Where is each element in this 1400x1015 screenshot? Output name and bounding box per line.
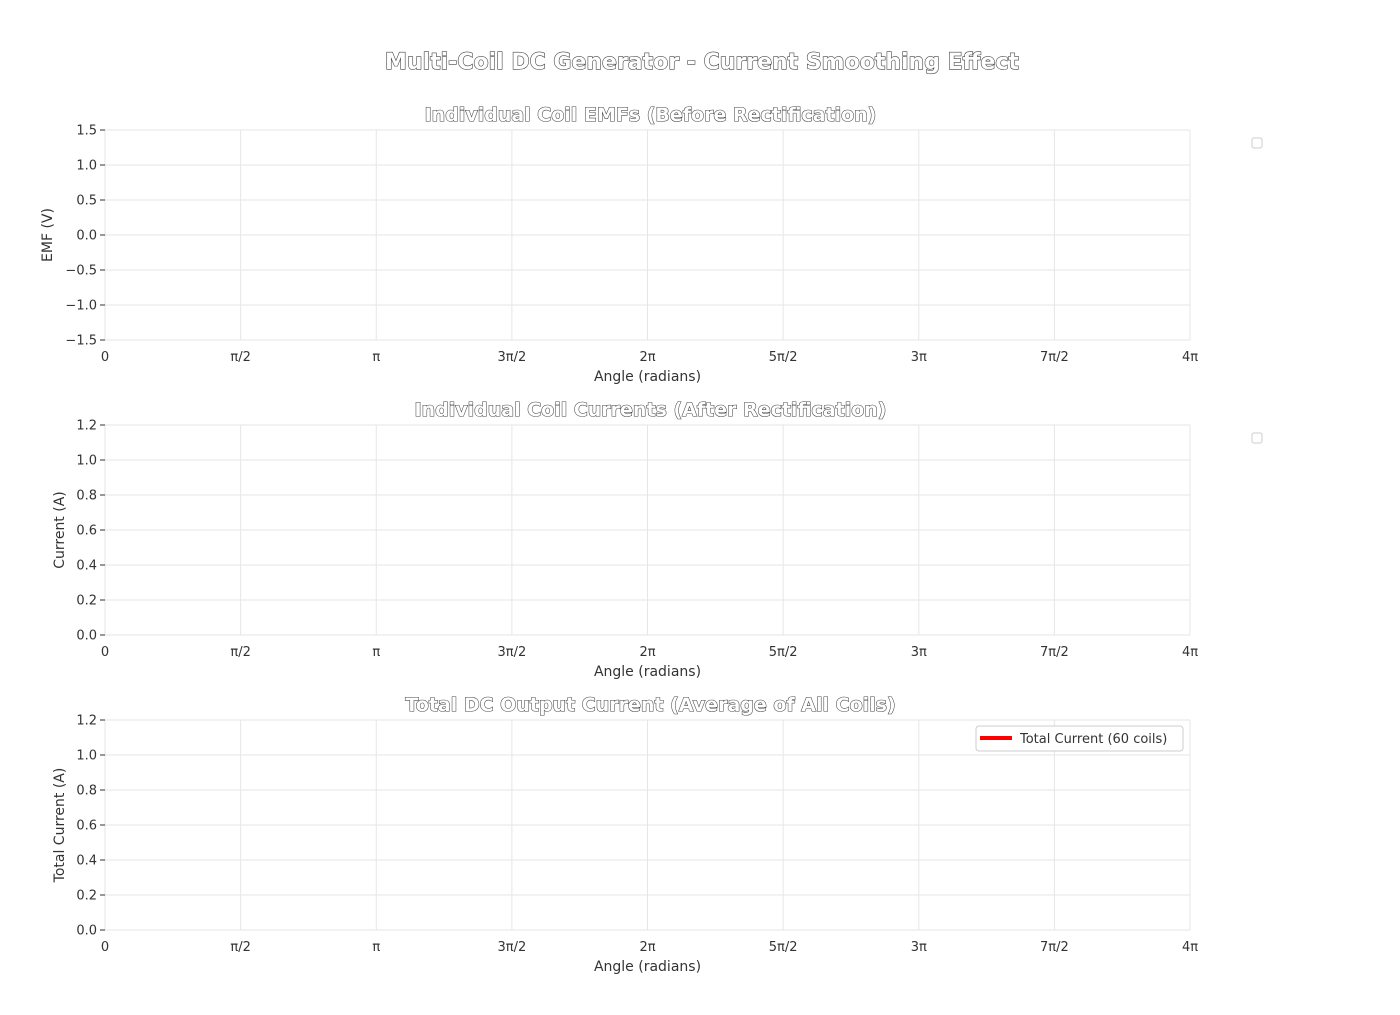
y-tick-label: 0.2 [76, 889, 97, 904]
x-tick-label: 2π [639, 645, 655, 660]
x-tick-label: π [372, 350, 380, 365]
panel-title: Individual Coil EMFs (Before Rectificati… [425, 104, 877, 126]
y-axis-label: Total Current (A) [52, 768, 68, 884]
y-tick-label: 0.4 [76, 559, 97, 574]
empty-legend-box [1251, 137, 1263, 149]
y-tick-label: 1.2 [76, 419, 97, 434]
x-tick-label: 0 [101, 645, 109, 660]
x-tick-label: 2π [639, 940, 655, 955]
y-axis-label: Current (A) [52, 491, 68, 569]
y-axis-label: EMF (V) [40, 208, 56, 262]
x-tick-label: π/2 [230, 645, 250, 660]
x-tick-label: 5π/2 [769, 350, 798, 365]
x-tick-label: 3π/2 [498, 350, 527, 365]
panel-title: Individual Coil Currents (After Rectific… [415, 399, 887, 421]
y-tick-label: 1.2 [76, 714, 97, 729]
y-tick-label: 0.6 [76, 819, 97, 834]
x-tick-label: π/2 [230, 940, 250, 955]
x-tick-label: 7π/2 [1040, 940, 1069, 955]
y-tick-label: 0.8 [76, 784, 97, 799]
x-tick-label: 7π/2 [1040, 645, 1069, 660]
y-tick-label: 1.5 [76, 124, 97, 139]
y-tick-label: 0.4 [76, 854, 97, 869]
x-tick-label: 2π [639, 350, 655, 365]
x-tick-label: 7π/2 [1040, 350, 1069, 365]
y-tick-label: 1.0 [76, 159, 97, 174]
chart-panel-1: 0 π/2 π 3π/2 2π 5π/2 3π 7π/2 4π −1.5 −1.0 −0.5 0.0 0.… [40, 103, 1263, 385]
figure-suptitle: Multi-Coil DC Generator - Current Smooth… [385, 50, 1019, 75]
x-tick-label: 3π [911, 350, 927, 365]
y-tick-label: 0.2 [76, 594, 97, 609]
x-tick-label: 3π/2 [498, 940, 527, 955]
legend-label: Total Current (60 coils) [1019, 732, 1167, 747]
x-tick-label: π/2 [230, 350, 250, 365]
x-tick-label: 4π [1182, 940, 1198, 955]
x-tick-label: 3π/2 [498, 645, 527, 660]
x-axis-label: Angle (radians) [594, 369, 701, 385]
panel-title: Total DC Output Current (Average of All … [405, 694, 895, 716]
x-tick-label: 0 [101, 940, 109, 955]
y-tick-label: −0.5 [65, 264, 97, 279]
y-tick-label: 1.0 [76, 749, 97, 764]
legend-frame [975, 725, 1184, 752]
x-tick-label: 3π [911, 645, 927, 660]
y-tick-label: 0.5 [76, 194, 97, 209]
chart-panel-3: 0 π/2 π 3π/2 2π 5π/2 3π 7π/2 4π 0.0 0.2 0.4 0.6 0.8 1.… [52, 693, 1198, 975]
y-tick-label: 0.0 [76, 229, 97, 244]
y-tick-label: 1.0 [76, 454, 97, 469]
x-tick-label: π [372, 645, 380, 660]
x-tick-label: 5π/2 [769, 940, 798, 955]
x-axis-label: Angle (radians) [594, 959, 701, 975]
x-tick-label: 4π [1182, 645, 1198, 660]
x-tick-label: 5π/2 [769, 645, 798, 660]
y-tick-label: 0.8 [76, 489, 97, 504]
x-tick-label: π [372, 940, 380, 955]
empty-legend-box [1251, 432, 1263, 444]
y-tick-label: 0.0 [76, 629, 97, 644]
legend: Total Current (60 coils) [975, 725, 1184, 752]
chart-panel-2: 0 π/2 π 3π/2 2π 5π/2 3π 7π/2 4π 0.0 0.2 0.4 0.6 0.8 1.… [52, 398, 1263, 680]
x-axis-label: Angle (radians) [594, 664, 701, 680]
y-tick-label: 0.0 [76, 924, 97, 939]
y-tick-label: −1.0 [65, 299, 97, 314]
y-tick-label: −1.5 [65, 334, 97, 349]
x-tick-label: 0 [101, 350, 109, 365]
x-tick-label: 3π [911, 940, 927, 955]
y-tick-label: 0.6 [76, 524, 97, 539]
x-tick-label: 4π [1182, 350, 1198, 365]
